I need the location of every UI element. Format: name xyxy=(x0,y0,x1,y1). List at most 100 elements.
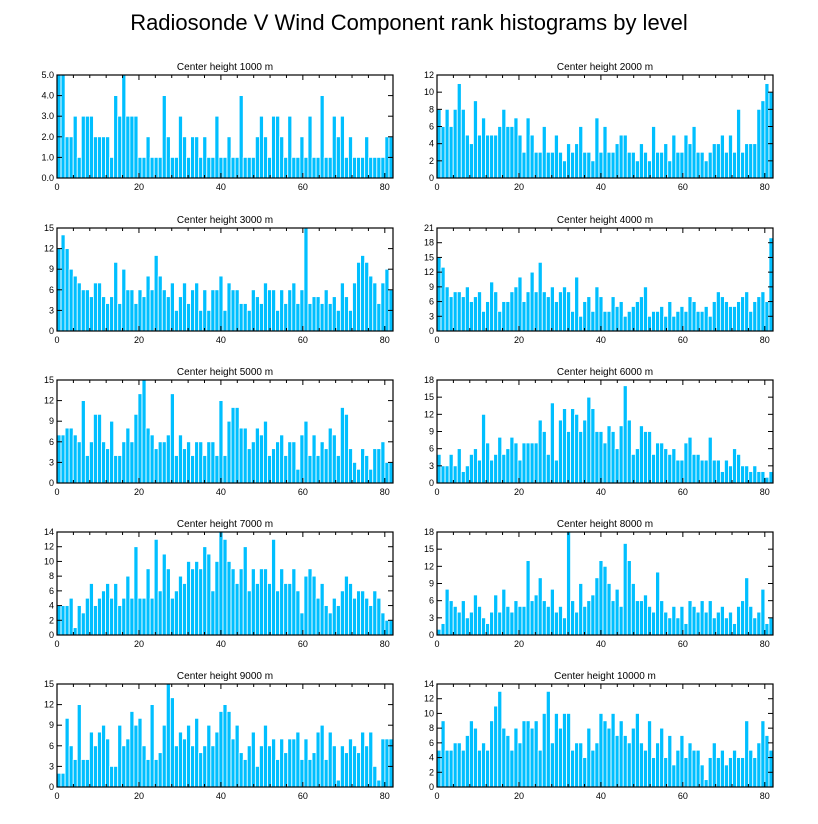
bar xyxy=(533,442,539,484)
bar xyxy=(614,143,620,179)
bar xyxy=(360,156,366,179)
y-tick-label: 6 xyxy=(429,297,434,307)
bar xyxy=(643,286,648,332)
bar xyxy=(218,275,224,332)
bar xyxy=(173,745,179,788)
bar xyxy=(614,448,620,484)
bar xyxy=(210,590,216,636)
bar xyxy=(64,605,70,636)
bar xyxy=(598,560,604,636)
x-tick-label: 60 xyxy=(678,335,688,345)
bar xyxy=(529,271,535,332)
bar xyxy=(485,442,491,484)
bar xyxy=(521,442,527,484)
bar xyxy=(68,136,74,179)
bar xyxy=(101,296,106,332)
y-tick-label: 9 xyxy=(49,264,54,274)
bar xyxy=(101,441,106,484)
bar xyxy=(651,126,656,179)
bar xyxy=(719,134,725,179)
bar xyxy=(267,583,272,636)
bar xyxy=(84,597,90,636)
bar xyxy=(303,420,309,484)
bar xyxy=(60,74,66,179)
bar xyxy=(68,427,74,484)
bar xyxy=(634,301,640,332)
bar xyxy=(267,156,272,179)
y-tick-label: 8 xyxy=(49,571,54,581)
y-tick-label: 0 xyxy=(429,630,434,640)
bar xyxy=(651,757,656,788)
bar xyxy=(113,766,119,788)
bar xyxy=(141,745,147,788)
bar xyxy=(501,727,507,788)
bar xyxy=(659,151,665,179)
bar xyxy=(663,315,669,332)
y-tick-label: 3 xyxy=(49,457,54,467)
y-tick-label: 0 xyxy=(49,478,54,488)
bar xyxy=(643,151,648,179)
bar xyxy=(440,266,446,332)
bar xyxy=(234,583,240,636)
bar xyxy=(283,303,289,332)
bar xyxy=(198,156,204,179)
bar xyxy=(639,296,644,332)
bar xyxy=(331,115,337,179)
bar xyxy=(537,749,543,788)
bar xyxy=(525,291,531,332)
bar xyxy=(521,605,527,636)
figure-title: Radiosonde V Wind Component rank histogr… xyxy=(130,10,688,35)
bar xyxy=(562,617,567,636)
bar xyxy=(372,448,378,484)
bar xyxy=(545,605,551,636)
bar xyxy=(724,301,729,332)
bar xyxy=(756,611,762,636)
x-tick-label: 20 xyxy=(514,335,524,345)
panel-title: Center height 1000 m xyxy=(177,62,273,73)
panel-2: Center height 2000 m 0 2 4 6 8 10 12 0 20 40 60 80 xyxy=(424,62,774,192)
bar xyxy=(574,742,580,788)
bar xyxy=(448,296,454,332)
bar xyxy=(344,752,349,788)
bar xyxy=(145,136,151,179)
bar xyxy=(178,731,183,788)
bar xyxy=(570,310,576,332)
bar xyxy=(517,134,523,179)
x-tick-label: 60 xyxy=(298,487,308,497)
bar xyxy=(348,738,353,788)
bar xyxy=(477,459,482,484)
y-tick-label: 6 xyxy=(49,586,54,596)
bar xyxy=(360,255,366,332)
bar xyxy=(618,134,624,179)
bar xyxy=(687,742,693,788)
panel-title: Center height 9000 m xyxy=(177,671,273,682)
bar xyxy=(384,619,390,636)
bar xyxy=(630,306,636,332)
bar xyxy=(157,156,163,179)
bar xyxy=(618,425,624,484)
bar xyxy=(105,448,111,484)
bar xyxy=(541,600,547,636)
bar xyxy=(295,731,301,788)
bar xyxy=(149,434,155,484)
bar xyxy=(493,453,499,484)
bar xyxy=(250,731,256,788)
bar xyxy=(622,385,628,484)
bar xyxy=(630,583,636,636)
bar xyxy=(622,543,628,636)
bar xyxy=(133,724,139,788)
bar xyxy=(691,126,697,179)
bar xyxy=(715,611,721,636)
bar xyxy=(352,597,357,636)
bar xyxy=(521,151,527,179)
bar xyxy=(182,448,187,484)
bar xyxy=(695,151,701,179)
bar xyxy=(440,465,446,484)
bar xyxy=(655,310,661,332)
y-tick-label: 14 xyxy=(424,679,434,689)
bar xyxy=(740,600,746,636)
bar xyxy=(88,731,94,788)
bar xyxy=(230,568,236,636)
bar xyxy=(639,143,644,179)
bar xyxy=(452,605,458,636)
